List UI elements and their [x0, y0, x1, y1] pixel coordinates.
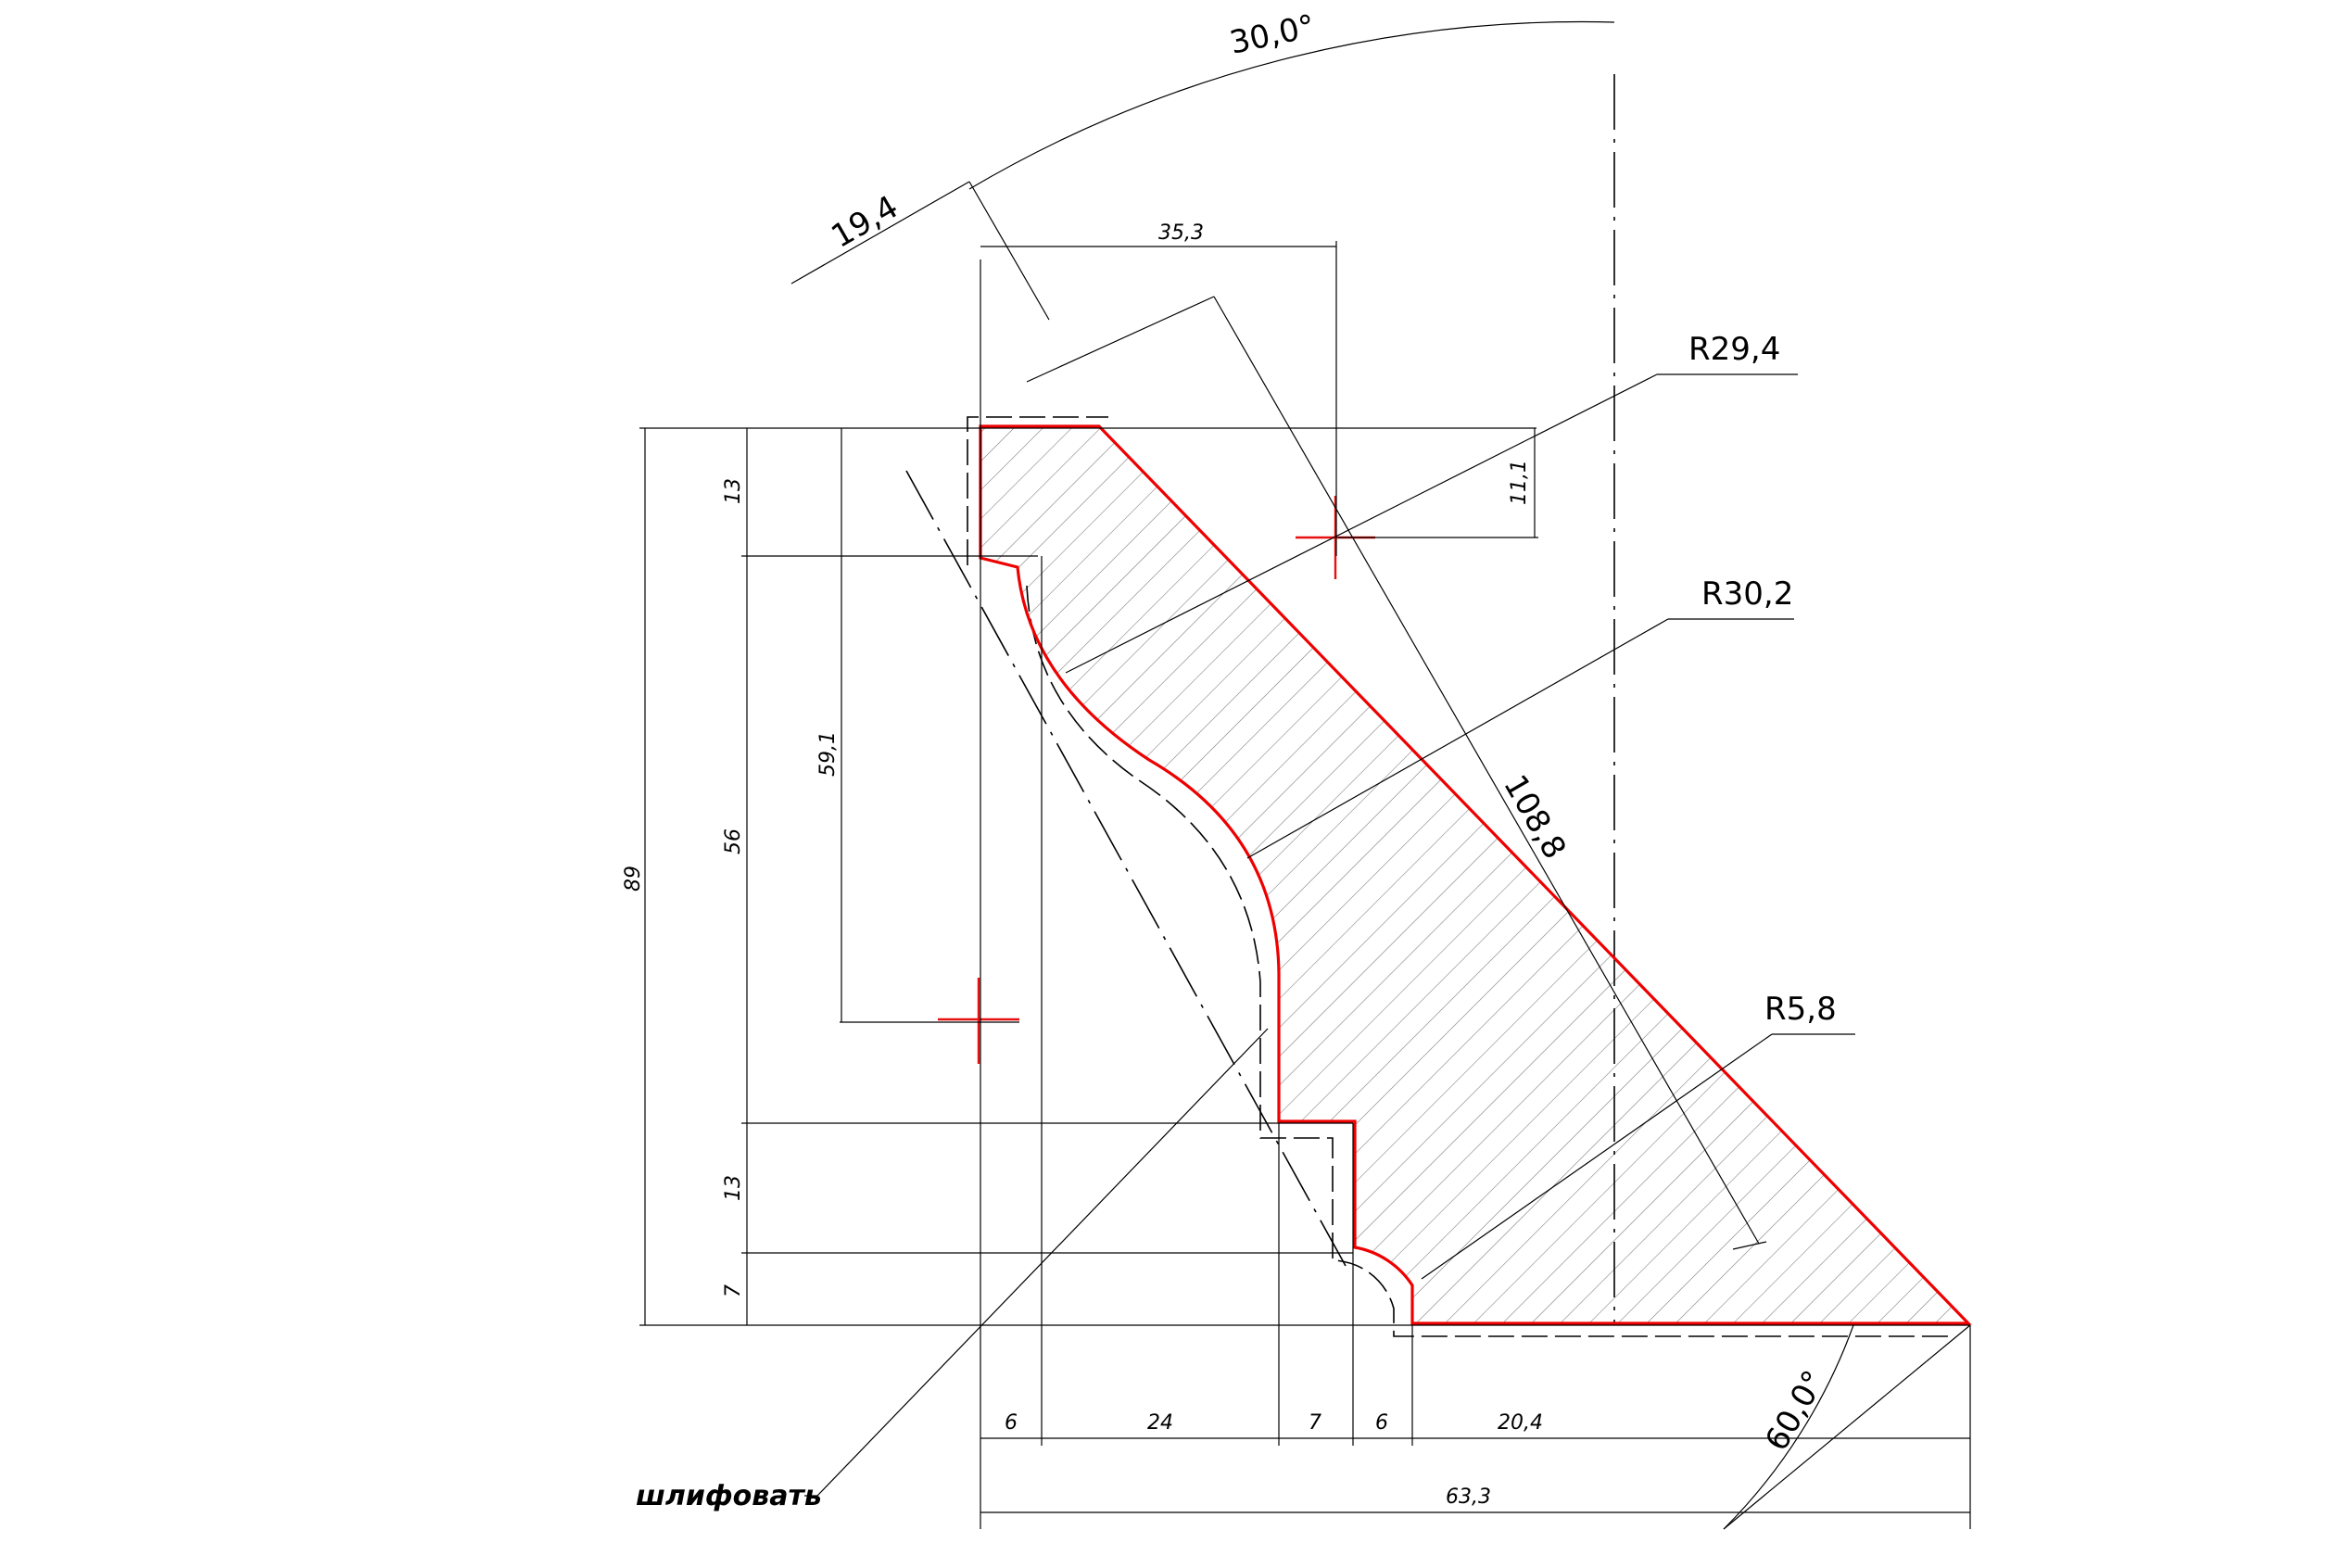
height-mid-label: 56	[722, 828, 745, 854]
height-lower-label: 13	[722, 1175, 745, 1201]
angle-bottom-label: 60,0°	[1758, 1364, 1833, 1457]
height-bottom-label: 7	[722, 1284, 745, 1297]
dashed-outline	[967, 416, 1955, 1337]
height-top-label: 13	[722, 478, 745, 504]
width-5-label: 20,4	[1498, 1411, 1543, 1435]
radius-r2-label: R30,2	[1701, 575, 1793, 613]
width-1-label: 6	[1005, 1411, 1018, 1435]
width-2-label: 24	[1147, 1411, 1173, 1435]
profile-outline	[979, 424, 1972, 1325]
total-height-label: 89	[622, 866, 645, 891]
slant-width-label: 19,4	[826, 188, 905, 255]
center-height-label: 59,1	[816, 731, 840, 777]
offset-small-label: 11,1	[1508, 460, 1531, 505]
total-width-label: 63,3	[1446, 1486, 1491, 1509]
center-mark-lower	[938, 978, 1019, 1064]
width-4-label: 6	[1375, 1411, 1388, 1435]
chain-lines	[905, 74, 1615, 1325]
hatched-section	[980, 426, 1968, 1323]
grind-note: шлифовать	[636, 1480, 822, 1512]
radius-r1-label: R29,4	[1688, 331, 1780, 368]
top-width-label: 35,3	[1158, 221, 1204, 245]
width-3-label: 7	[1309, 1411, 1321, 1435]
dimension-lines	[639, 20, 1971, 1530]
radius-r3-label: R5,8	[1764, 991, 1837, 1028]
